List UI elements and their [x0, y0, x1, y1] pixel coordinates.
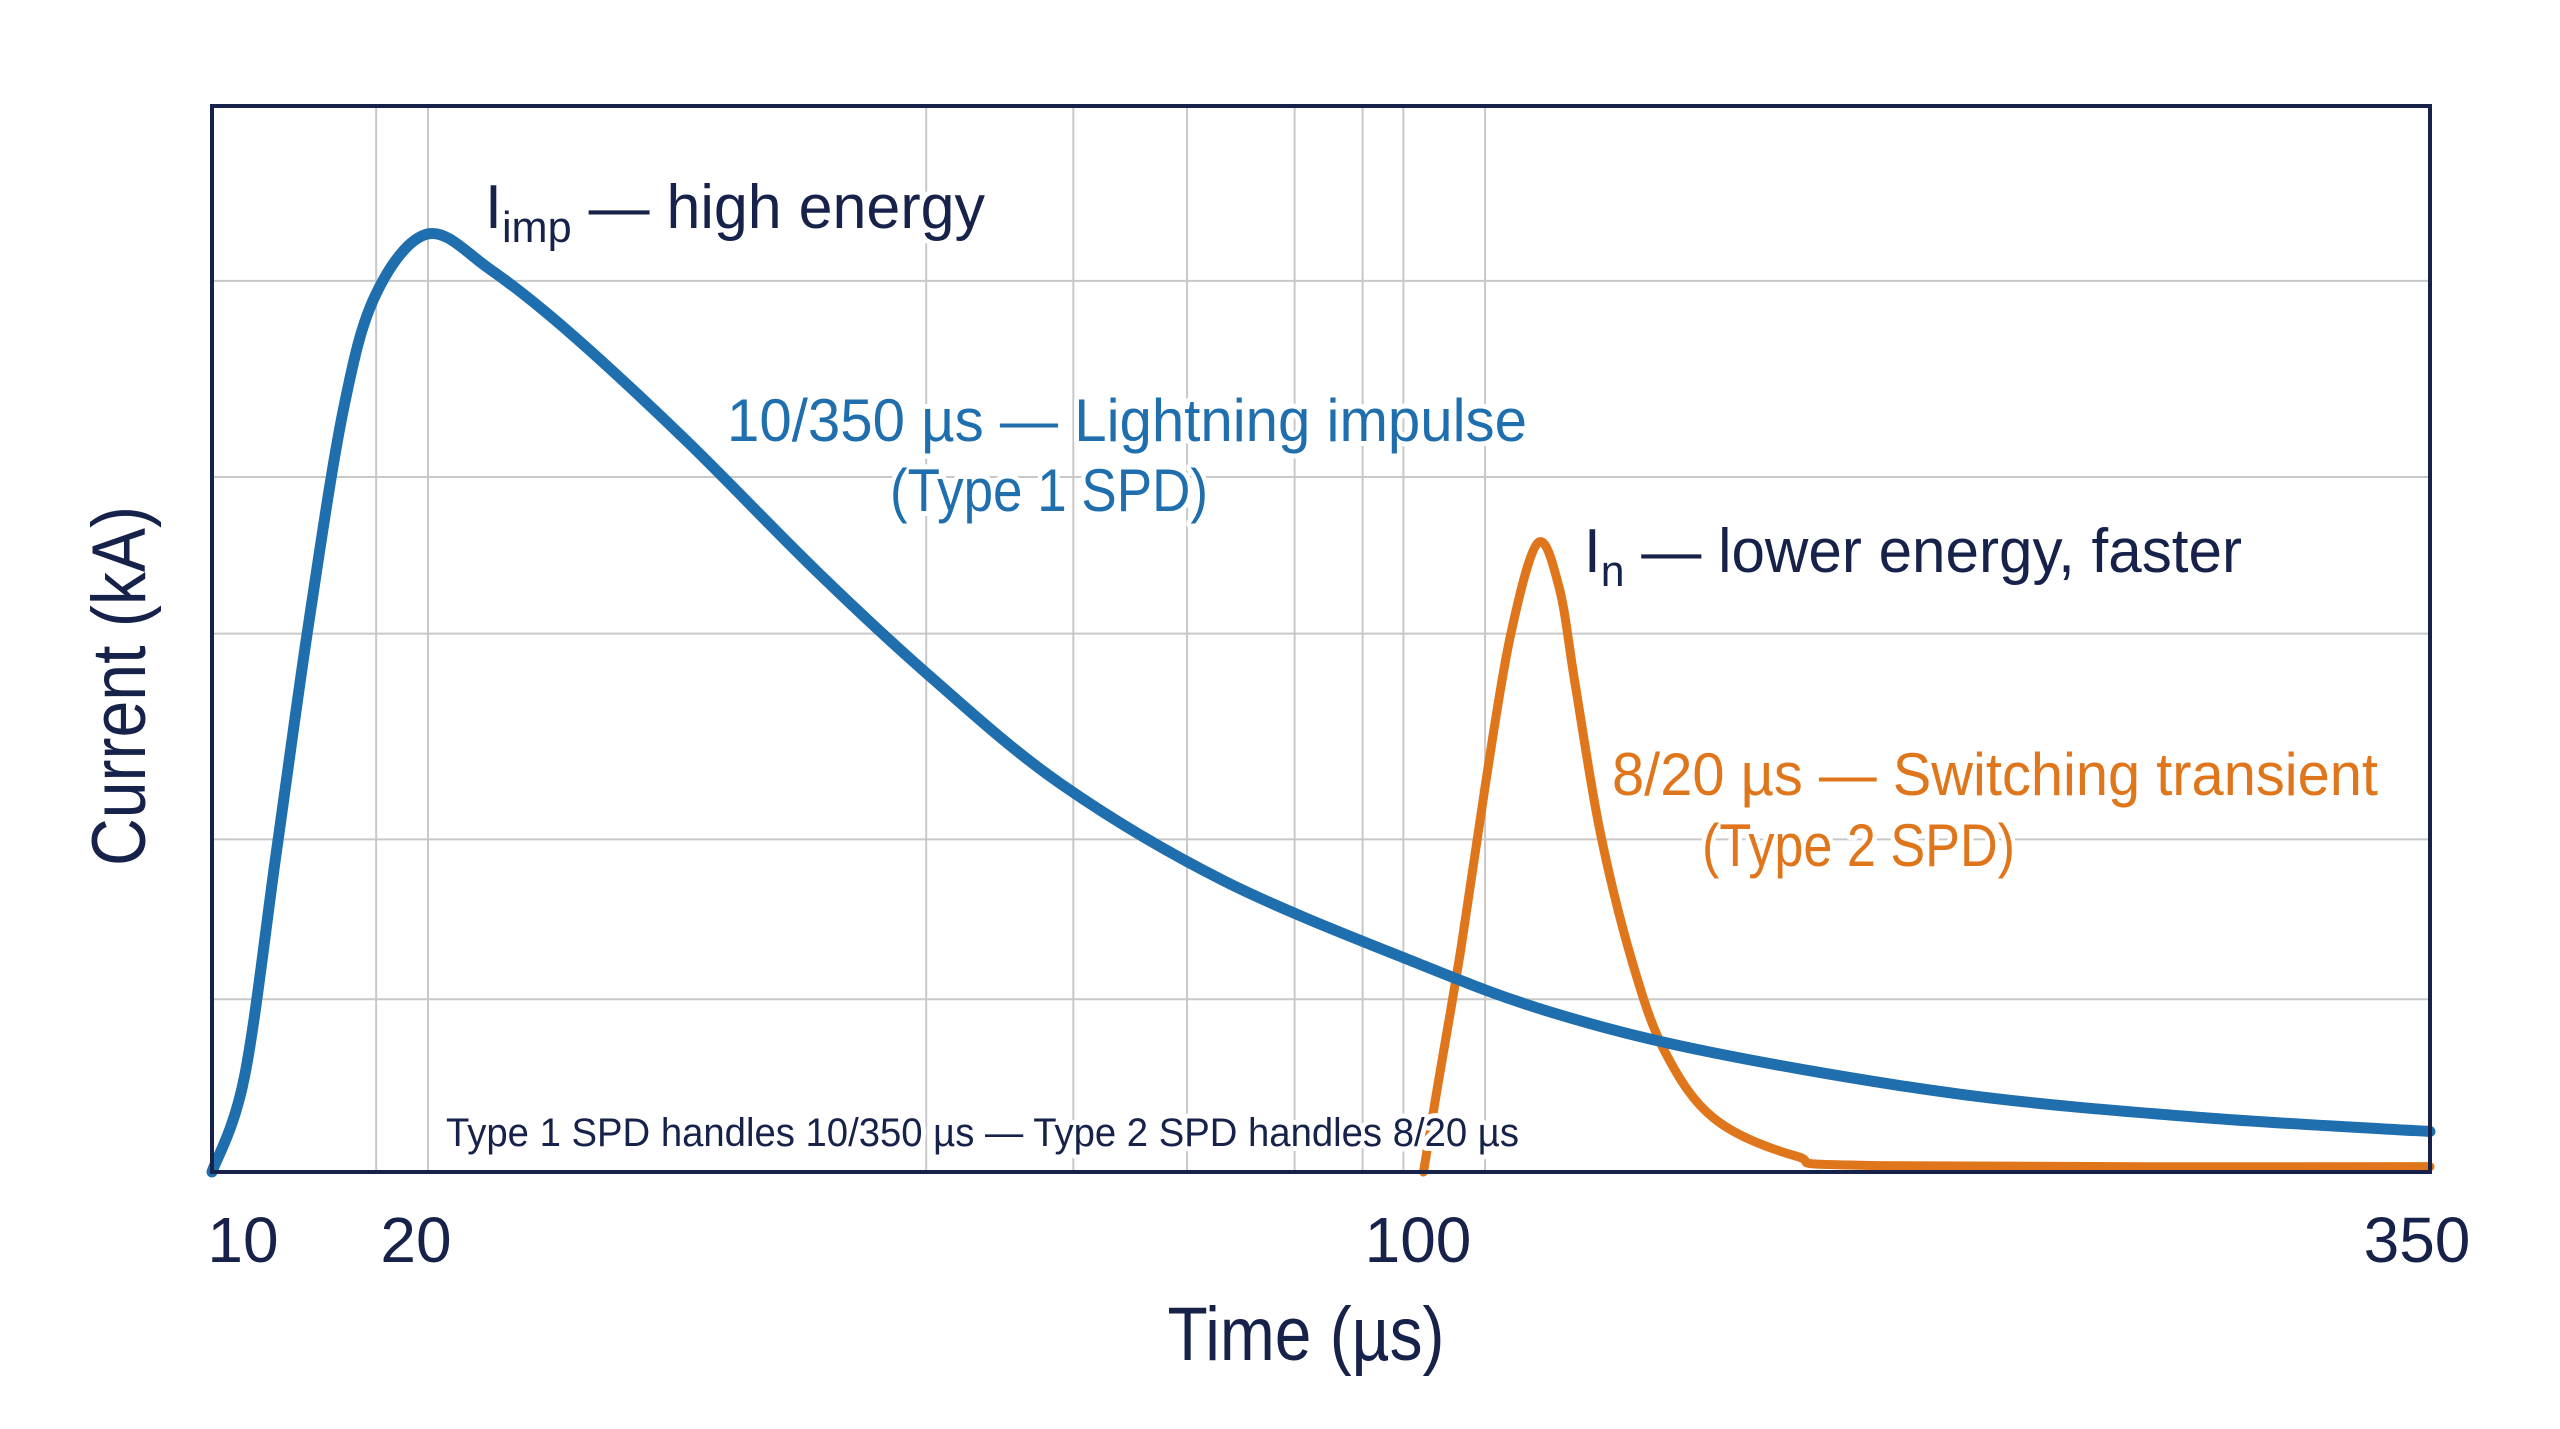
lightning-label-line1: 10/350 µs — Lightning impulse — [727, 387, 1527, 454]
x-tick-label: 10 — [207, 1204, 278, 1276]
switching-8-20-curve — [1418, 537, 2435, 1177]
curves — [206, 228, 2436, 1178]
y-axis-label: Current (kA) — [77, 506, 162, 866]
nominal-current-label: In — lower energy, faster — [1584, 517, 2242, 596]
x-axis-label: Time (µs) — [1168, 1292, 1445, 1377]
n-sub: n — [1601, 547, 1625, 596]
switching-label-line2: (Type 2 SPD) — [1702, 812, 2015, 879]
x-tick-label: 350 — [2364, 1204, 2471, 1276]
imp-main: I — [485, 173, 502, 242]
imp-sub: imp — [502, 203, 572, 252]
x-tick-label: 20 — [380, 1204, 451, 1276]
gridlines — [212, 106, 2430, 1172]
footnote: Type 1 SPD handles 10/350 µs — Type 2 SP… — [446, 1111, 1519, 1155]
impulse-current-label: Iimp — high energy — [485, 173, 985, 252]
imp-rest: — high energy — [572, 173, 985, 242]
plot-frame — [210, 104, 2432, 1174]
switching-label-line1: 8/20 µs — Switching transient — [1612, 741, 2378, 808]
n-main: I — [1584, 517, 1601, 586]
impulse-10-350-curve — [206, 228, 2436, 1178]
x-tick-label: 100 — [1365, 1204, 1472, 1276]
n-rest: — lower energy, faster — [1624, 517, 2242, 586]
lightning-label-line2: (Type 1 SPD) — [890, 457, 1208, 524]
